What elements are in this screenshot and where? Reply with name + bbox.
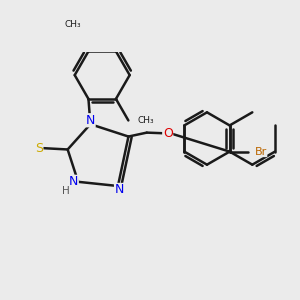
Text: Br: Br <box>254 147 267 157</box>
Text: N: N <box>86 114 95 127</box>
Text: O: O <box>163 127 172 140</box>
Text: CH₃: CH₃ <box>64 20 81 29</box>
Text: S: S <box>35 142 43 155</box>
Text: H: H <box>62 186 70 196</box>
Text: N: N <box>69 175 78 188</box>
Text: N: N <box>115 183 124 196</box>
Text: CH₃: CH₃ <box>137 116 154 125</box>
